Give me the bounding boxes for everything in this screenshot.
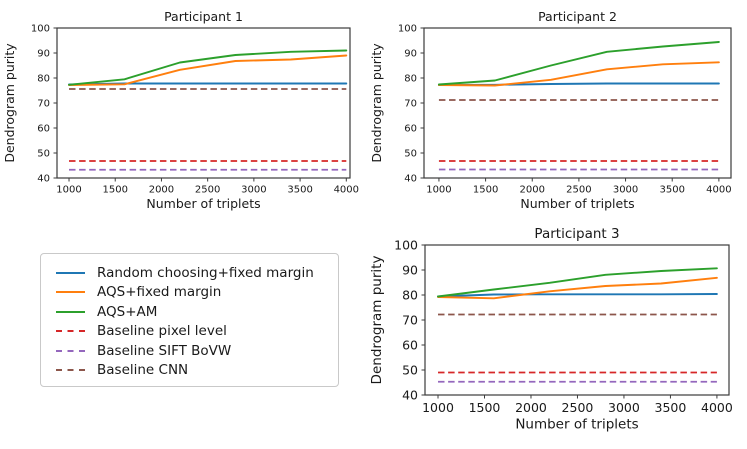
y-axis-label: Dendrogram purity [369, 43, 384, 163]
y-tick-label: 60 [402, 338, 418, 353]
legend-label: Random choosing+fixed margin [97, 264, 314, 281]
series-line-aqs-am [437, 41, 720, 86]
x-tick-label: 3500 [655, 400, 687, 415]
y-axis-label: Dendrogram purity [2, 43, 17, 163]
y-tick-label: 100 [398, 24, 417, 35]
y-tick-label: 80 [37, 74, 50, 85]
y-tick-label: 40 [37, 174, 50, 185]
legend-item: Baseline CNN [56, 361, 328, 380]
series-line-aqs-am [437, 267, 718, 298]
series-line-aqs-fixed-margin [437, 61, 720, 87]
y-tick-label: 100 [31, 24, 50, 35]
y-tick-label: 70 [37, 99, 50, 110]
chart-participant-2: 1000 1500 2000 2500 3000 3500 4000 40 50 60 70 80 90… [369, 9, 732, 211]
y-tick-label: 80 [404, 74, 417, 85]
series-line-aqs-fixed-margin [437, 276, 718, 300]
solid-line-swatch-icon [56, 271, 85, 274]
x-axis-label: Number of triplets [146, 196, 260, 211]
legend-item: AQS+AM [56, 302, 328, 321]
legend-item: Baseline pixel level [56, 322, 328, 341]
x-tick-label: 3000 [608, 400, 640, 415]
chart-participant-1: 1000 1500 2000 2500 3000 3500 4000 40 50 60 70 80 90… [2, 9, 359, 211]
legend-label: Baseline SIFT BoVW [97, 342, 232, 359]
solid-line-swatch-icon [56, 291, 85, 294]
x-tick-label: 1000 [422, 400, 454, 415]
x-tick-label: 2500 [195, 185, 220, 196]
y-tick-label: 90 [404, 49, 417, 60]
legend-label: AQS+AM [97, 303, 158, 320]
x-tick-label: 1500 [103, 185, 128, 196]
y-tick-label: 60 [404, 124, 417, 135]
x-tick-label: 2000 [149, 185, 174, 196]
x-axis-label: Number of triplets [520, 196, 634, 211]
series-line-aqs-am [68, 49, 348, 86]
chart-title: Participant 2 [538, 9, 617, 24]
x-tick-label: 4000 [701, 400, 733, 415]
solid-line-swatch-icon [56, 310, 85, 313]
x-tick-label: 3500 [659, 185, 684, 196]
x-tick-label: 2500 [566, 185, 591, 196]
y-tick-label: 90 [37, 49, 50, 60]
x-tick-label: 1000 [56, 185, 81, 196]
y-axis-label: Dendrogram purity [369, 256, 385, 385]
legend-item: Baseline SIFT BoVW [56, 341, 328, 360]
x-axis-label: Number of triplets [515, 417, 638, 433]
series-line-random-choosing-fixed-margin [437, 293, 718, 298]
x-tick-label: 1000 [426, 185, 451, 196]
y-tick-label: 60 [37, 124, 50, 135]
x-tick-label: 4000 [334, 185, 359, 196]
legend-label: Baseline pixel level [97, 323, 227, 340]
legend-label: AQS+fixed margin [97, 284, 222, 301]
x-tick-label: 2500 [562, 400, 594, 415]
y-tick-label: 40 [402, 388, 418, 403]
legend-label: Baseline CNN [97, 362, 189, 379]
y-tick-label: 50 [404, 149, 417, 160]
y-tick-label: 70 [404, 99, 417, 110]
x-tick-label: 2000 [515, 400, 547, 415]
dashed-line-swatch-icon [56, 330, 85, 333]
y-tick-label: 40 [404, 174, 417, 185]
x-tick-label: 4000 [706, 185, 731, 196]
x-tick-label: 3000 [241, 185, 266, 196]
series-line-aqs-fixed-margin [68, 54, 348, 86]
x-tick-label: 3500 [287, 185, 312, 196]
y-tick-label: 100 [394, 238, 418, 253]
legend-box: Random choosing+fixed margin AQS+fixed ma… [40, 253, 339, 387]
x-tick-label: 1500 [469, 400, 501, 415]
y-tick-label: 80 [402, 288, 418, 303]
chart-participant-3: 1000 1500 2000 2500 3000 3500 4000 40 50 60 70 80 90… [369, 226, 733, 433]
chart-title: Participant 1 [164, 9, 243, 24]
x-tick-label: 2000 [520, 185, 545, 196]
dashed-line-swatch-icon [56, 369, 85, 372]
dashed-line-swatch-icon [56, 349, 85, 352]
axes-spines [423, 27, 732, 179]
y-tick-label: 50 [37, 149, 50, 160]
y-tick-label: 50 [402, 363, 418, 378]
x-tick-label: 1500 [473, 185, 498, 196]
chart-title: Participant 3 [534, 226, 619, 242]
x-tick-label: 3000 [613, 185, 638, 196]
legend-item: Random choosing+fixed margin [56, 263, 328, 282]
y-tick-label: 70 [402, 313, 418, 328]
legend-item: AQS+fixed margin [56, 283, 328, 302]
y-tick-label: 90 [402, 263, 418, 278]
